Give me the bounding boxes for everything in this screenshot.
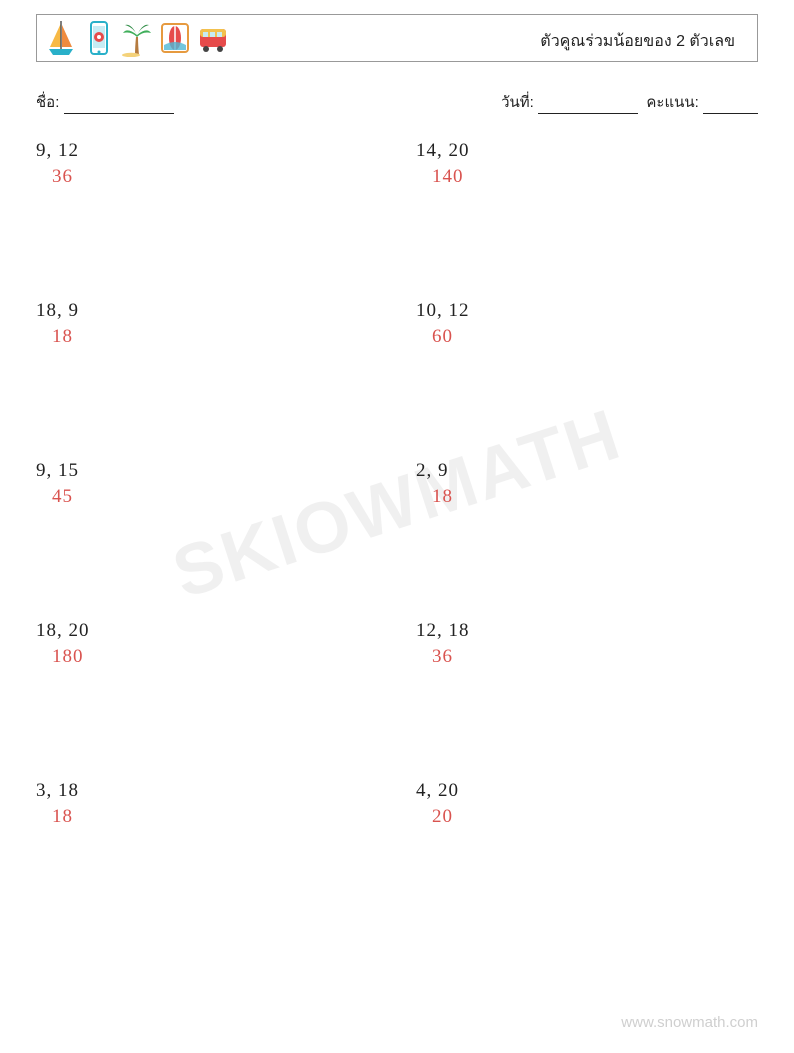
score-field: คะแนน: (646, 90, 758, 114)
problem-cell: 14, 20 140 (416, 140, 756, 300)
problem-question: 9, 15 (36, 460, 416, 482)
name-blank[interactable] (64, 99, 174, 114)
surfboard-icon (159, 19, 191, 57)
header-icons (45, 19, 229, 57)
name-field: ชื่อ: (36, 90, 174, 114)
problem-cell: 4, 20 20 (416, 780, 756, 940)
problem-question: 2, 9 (416, 460, 756, 482)
bus-icon (197, 19, 229, 57)
problem-answer: 20 (416, 806, 756, 828)
date-field: วันที่: (501, 90, 638, 114)
problems-grid: 9, 12 36 14, 20 140 18, 9 18 10, 12 60 9… (36, 140, 756, 940)
palm-tree-icon (121, 19, 153, 57)
score-blank[interactable] (703, 99, 758, 114)
problem-cell: 2, 9 18 (416, 460, 756, 620)
phone-map-icon (83, 19, 115, 57)
problem-cell: 3, 18 18 (36, 780, 416, 940)
problem-cell: 10, 12 60 (416, 300, 756, 460)
problem-answer: 18 (36, 806, 416, 828)
problem-question: 12, 18 (416, 620, 756, 642)
problem-answer: 180 (36, 646, 416, 668)
name-label: ชื่อ: (36, 94, 59, 111)
header-box: ตัวคูณร่วมน้อยของ 2 ตัวเลข (36, 14, 758, 62)
problem-answer: 18 (416, 486, 756, 508)
problem-cell: 9, 15 45 (36, 460, 416, 620)
problem-answer: 36 (36, 166, 416, 188)
problem-answer: 45 (36, 486, 416, 508)
date-blank[interactable] (538, 99, 638, 114)
sailboat-icon (45, 19, 77, 57)
problem-cell: 18, 9 18 (36, 300, 416, 460)
problem-row: 18, 9 18 10, 12 60 (36, 300, 756, 460)
problem-row: 9, 15 45 2, 9 18 (36, 460, 756, 620)
problem-question: 18, 20 (36, 620, 416, 642)
worksheet-page: SKIOWMATH (0, 0, 794, 1053)
problem-question: 3, 18 (36, 780, 416, 802)
problem-question: 14, 20 (416, 140, 756, 162)
problem-answer: 18 (36, 326, 416, 348)
problem-question: 10, 12 (416, 300, 756, 322)
problem-row: 3, 18 18 4, 20 20 (36, 780, 756, 940)
problem-answer: 36 (416, 646, 756, 668)
problem-answer: 140 (416, 166, 756, 188)
problem-cell: 18, 20 180 (36, 620, 416, 780)
problem-row: 18, 20 180 12, 18 36 (36, 620, 756, 780)
score-label: คะแนน: (646, 94, 698, 111)
problem-question: 18, 9 (36, 300, 416, 322)
problem-answer: 60 (416, 326, 756, 348)
problem-question: 9, 12 (36, 140, 416, 162)
problem-question: 4, 20 (416, 780, 756, 802)
problem-cell: 12, 18 36 (416, 620, 756, 780)
problem-cell: 9, 12 36 (36, 140, 416, 300)
footer-url: www.snowmath.com (621, 1014, 758, 1031)
problem-row: 9, 12 36 14, 20 140 (36, 140, 756, 300)
worksheet-title: ตัวคูณร่วมน้อยของ 2 ตัวเลข (540, 29, 735, 54)
date-label: วันที่: (501, 94, 534, 111)
